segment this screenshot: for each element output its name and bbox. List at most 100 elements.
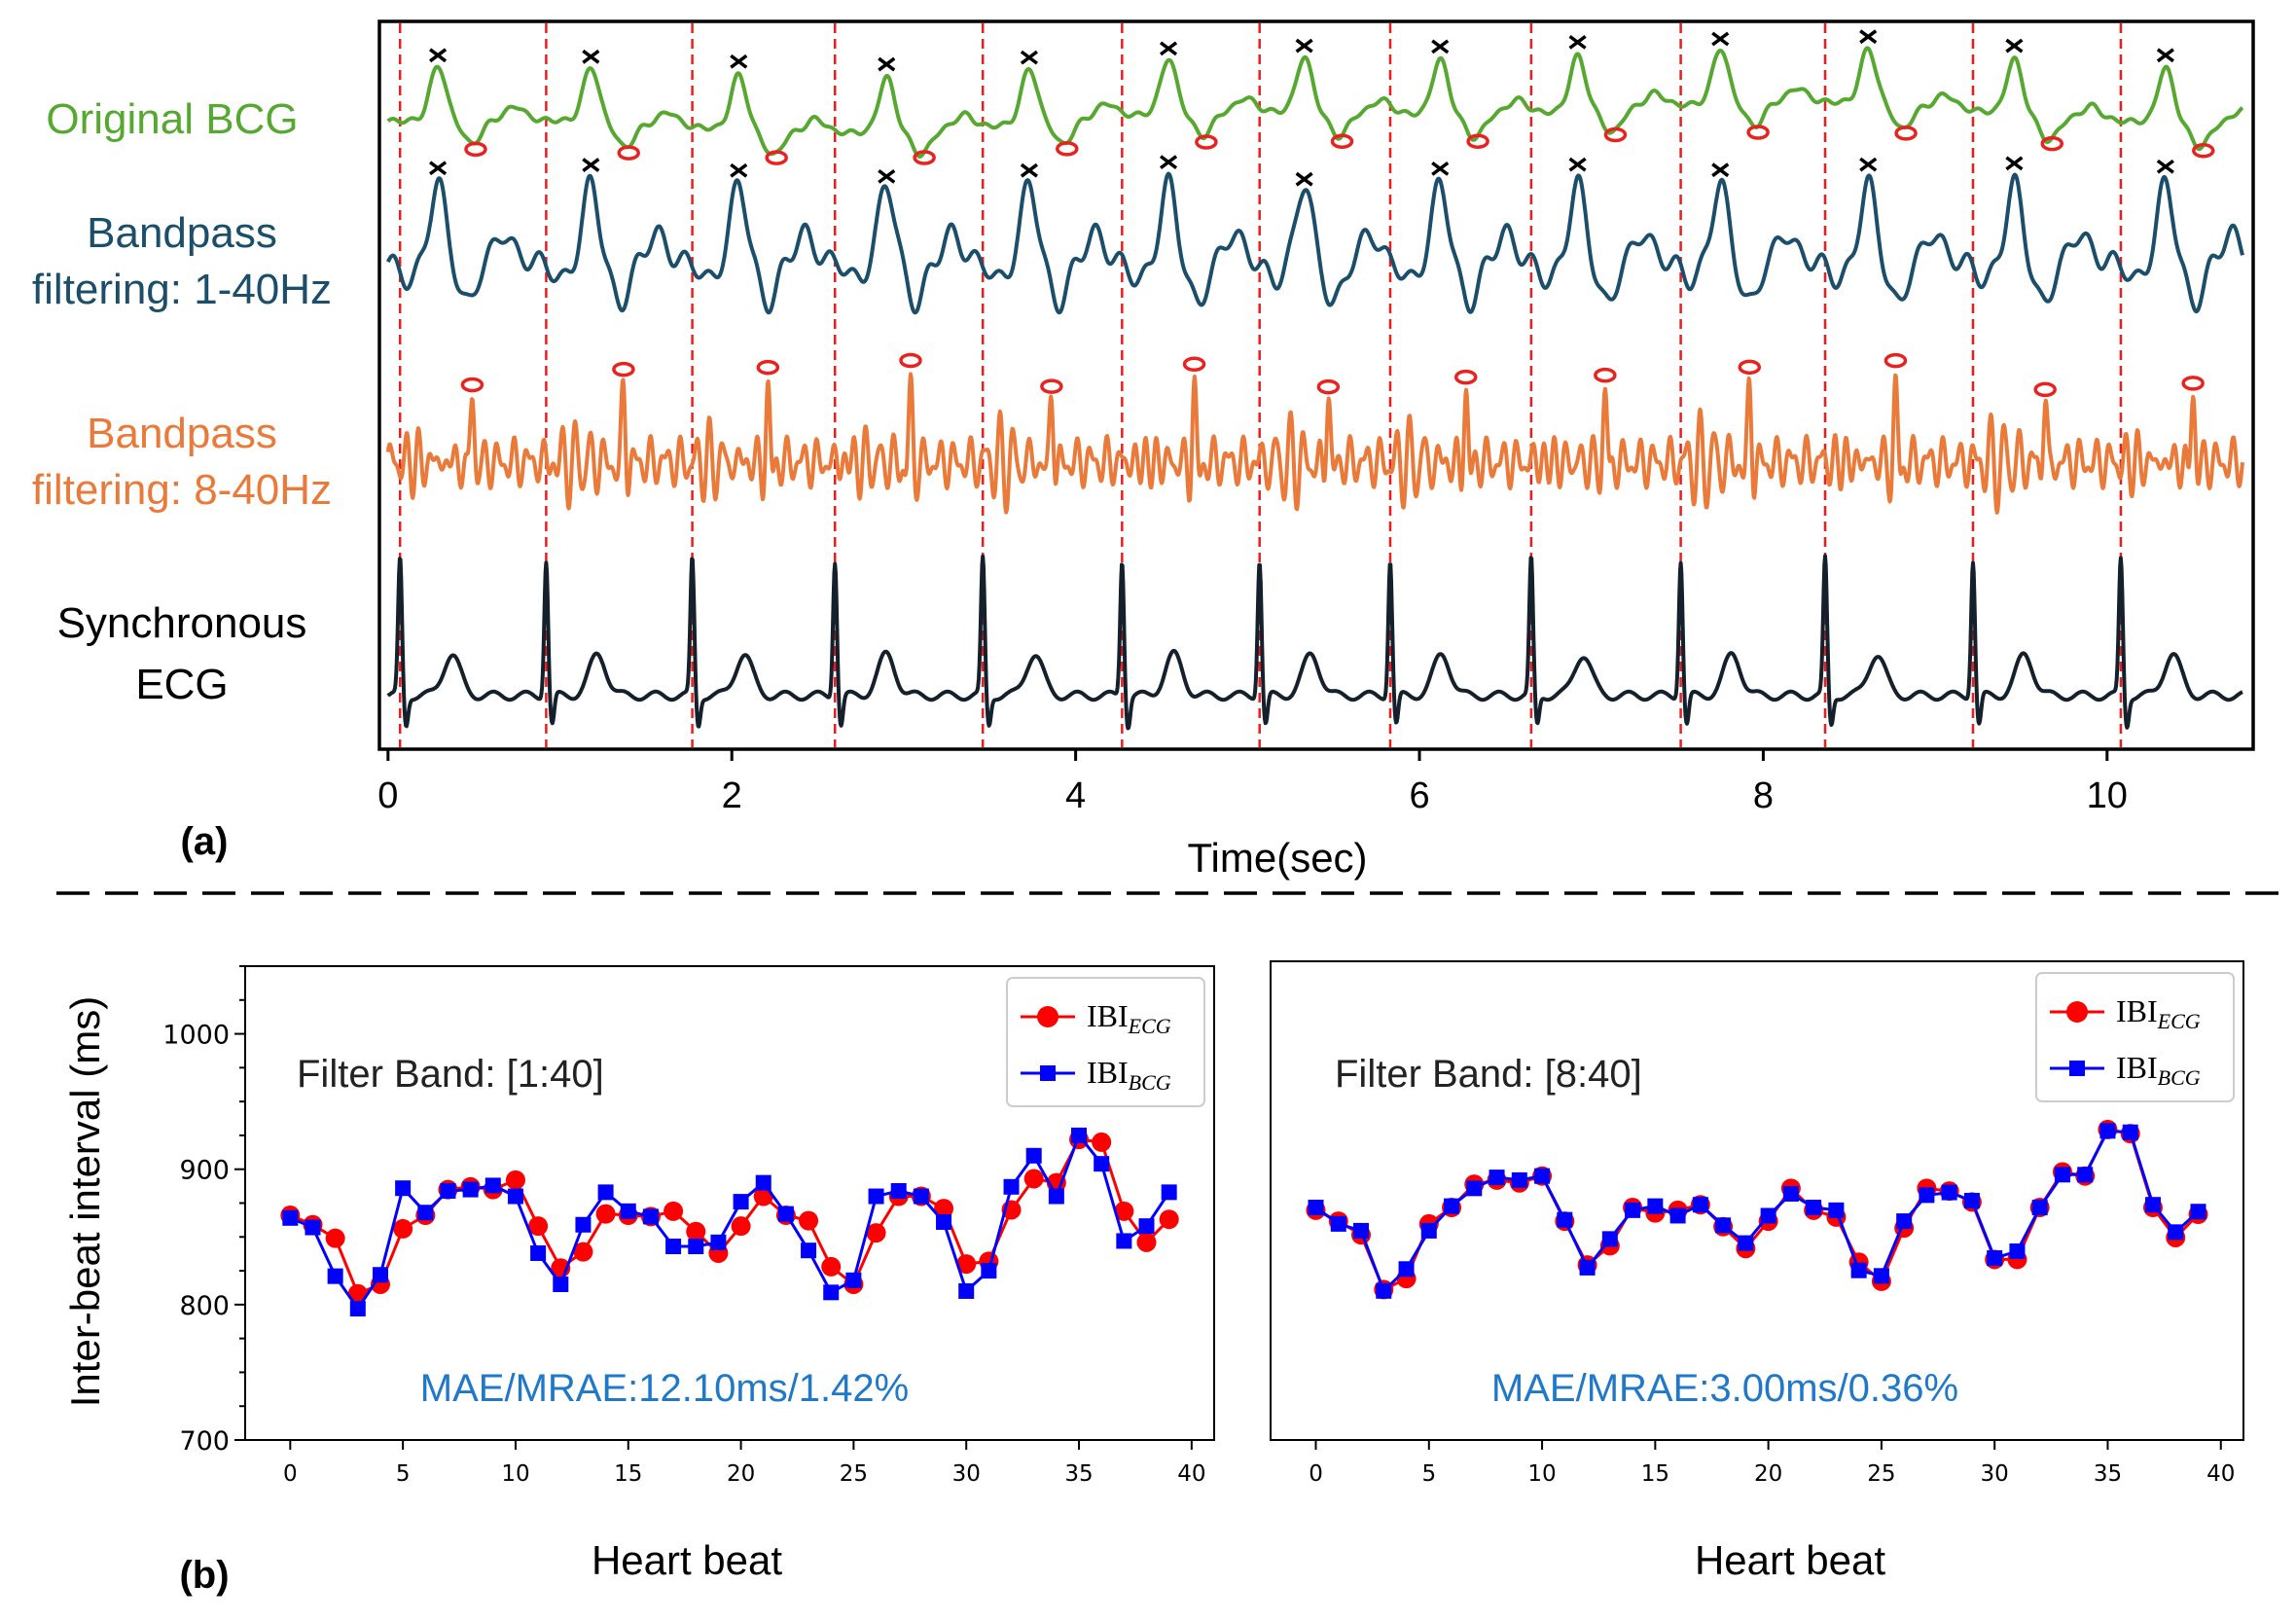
ibi-bcg-point-33 — [2054, 1167, 2070, 1183]
signal-traces — [385, 46, 2244, 731]
ibi-bcg-point-37 — [2144, 1197, 2161, 1213]
x-tick-label-25: 25 — [1867, 1461, 1895, 1487]
bp8-40-peak-circle-3 — [756, 359, 780, 376]
ibi-bcg-point-20 — [1760, 1207, 1776, 1224]
panel-a-letter: (a) — [181, 820, 229, 863]
ibi-bcg-point-31 — [981, 1263, 997, 1279]
ibi-bcg-point-38 — [2168, 1224, 2184, 1241]
bcg-j-peak-cross-9 — [1568, 35, 1587, 50]
y-tick-label-900: 900 — [179, 1156, 230, 1186]
ibi-bcg-point-29 — [936, 1213, 952, 1230]
x-tick-label-20: 20 — [727, 1461, 755, 1487]
x-tick-label-30: 30 — [1981, 1461, 2009, 1487]
bcg-peak-circle-6 — [1195, 134, 1218, 150]
ibi-bcg-point-6 — [1444, 1198, 1460, 1214]
bcg-j-peak-cross-6 — [1159, 41, 1178, 56]
bcg-peak-circle-8 — [1466, 133, 1489, 150]
x-tick-label-10: 10 — [1527, 1461, 1556, 1487]
x-tick-label-35: 35 — [1064, 1461, 1093, 1487]
x-tick-label-35: 35 — [2094, 1461, 2122, 1487]
ibi-bcg-point-20 — [733, 1194, 749, 1210]
ibi-bcg-point-9 — [484, 1177, 501, 1194]
ibi-bcg-point-36 — [1094, 1156, 1110, 1172]
ibi-bcg-point-4 — [372, 1267, 388, 1283]
panel-a: 0 2 4 6 8 10 Original BCG Bandpass filtering: 1… — [32, 19, 2255, 881]
signal-trace-4 — [386, 554, 2244, 731]
ibi-ecg-point-13 — [573, 1242, 593, 1262]
ibi-bcg-point-18 — [1715, 1217, 1732, 1234]
ibi-bcg-point-10 — [507, 1188, 523, 1205]
signal-label-2-line-2: filtering: 1-40Hz — [32, 266, 332, 313]
x-tick-label-5: 5 — [1421, 1461, 1436, 1487]
ibi-bcg-point-19 — [710, 1234, 727, 1250]
bcg-j-peak-cross-13 — [2156, 48, 2174, 63]
signal-label-4-line-1: Synchronous — [57, 599, 307, 647]
bcg-j-peak-cross-4 — [878, 56, 896, 72]
x-tick-label-5: 5 — [396, 1461, 411, 1487]
bcg-peak-circle-2 — [617, 145, 640, 161]
ibi-bcg-point-39 — [2190, 1204, 2206, 1220]
bp1-40-peak-cross-8 — [1431, 161, 1450, 176]
ibi-ecg-point-38 — [1136, 1232, 1157, 1252]
ibi-bcg-point-8 — [462, 1181, 479, 1198]
ibi-ecg-point-3 — [347, 1283, 368, 1304]
x-tick-label-20: 20 — [1754, 1461, 1782, 1487]
ibi-ecg-point-26 — [866, 1223, 886, 1243]
signal-label-3-line-2: filtering: 8-40Hz — [32, 466, 332, 514]
bcg-j-peak-cross-5 — [1020, 50, 1038, 65]
ibi-y-axis-title: Inter-beat interval (ms) — [62, 996, 108, 1407]
ibi-ecg-point-18 — [686, 1221, 706, 1242]
y-tick-label-800: 800 — [179, 1291, 230, 1321]
ibi-bcg-point-11 — [530, 1244, 547, 1261]
bp8-40-peak-circle-9 — [1594, 367, 1617, 383]
ibi-bcg-point-38 — [1138, 1218, 1155, 1235]
ibi-ecg-point-2 — [325, 1228, 345, 1248]
signal-trace-1 — [386, 46, 2244, 159]
bp1-40-peak-cross-10 — [1711, 162, 1730, 178]
ibi-bcg-point-39 — [1161, 1184, 1177, 1201]
ibi-bcg-point-29 — [1963, 1193, 1980, 1208]
bcg-j-peak-cross-2 — [582, 49, 600, 64]
bcg-peak-circle-11 — [1894, 126, 1918, 141]
ibi-bcg-point-35 — [1071, 1127, 1088, 1143]
bp8-40-peak-circle-4 — [899, 352, 922, 369]
signal-label-2-line-1: Bandpass — [87, 209, 277, 257]
ibi-ecg-point-5 — [393, 1218, 413, 1239]
ibi-bcg-point-31 — [2009, 1243, 2026, 1260]
ibi-bcg-point-22 — [777, 1206, 794, 1222]
time-tick-label-10: 10 — [2087, 775, 2128, 816]
ibi-ecg-point-23 — [799, 1210, 819, 1231]
ibi-bcg-point-6 — [417, 1205, 434, 1221]
ibi-ecg-point-39 — [1159, 1209, 1179, 1230]
bp1-40-peak-cross-6 — [1159, 155, 1178, 170]
ibi-bcg-point-10 — [1534, 1168, 1551, 1184]
ibi-bcg-point-3 — [349, 1301, 366, 1317]
bp8-40-peak-circle-2 — [612, 361, 635, 378]
ibi-bcg-point-27 — [890, 1182, 907, 1199]
bp1-40-peak-cross-13 — [2156, 159, 2174, 174]
time-axis-title: Time(sec) — [1187, 835, 1367, 881]
ibi-bcg-point-24 — [1850, 1262, 1867, 1278]
bp1-40-peak-cross-9 — [1568, 157, 1587, 172]
ibi-left-x-axis-title: Heart beat — [592, 1537, 782, 1583]
bcg-peak-circle-7 — [1330, 133, 1354, 150]
ibi-bcg-point-28 — [1941, 1184, 1957, 1201]
legend-marker-ecg — [1037, 1006, 1058, 1027]
ibi-bcg-point-19 — [1738, 1235, 1754, 1251]
ibi-bcg-point-17 — [665, 1239, 682, 1255]
ibi-bcg-point-16 — [642, 1208, 659, 1225]
signal-labels: Original BCG Bandpass filtering: 1-40Hz Ban… — [32, 95, 332, 708]
x-tick-label-0: 0 — [283, 1461, 298, 1487]
x-tick-label-40: 40 — [2206, 1461, 2235, 1487]
ibi-ecg-point-29 — [934, 1199, 954, 1219]
bcg-peak-circle-5 — [1056, 141, 1079, 157]
ibi-bcg-point-5 — [1420, 1222, 1437, 1239]
x-tick-label-15: 15 — [614, 1461, 642, 1487]
ibi-ecg-point-10 — [505, 1170, 525, 1190]
ibi-bcg-point-1 — [1330, 1215, 1346, 1232]
ibi-bcg-point-1 — [305, 1219, 321, 1236]
ibi-bcg-point-28 — [913, 1188, 929, 1205]
bcg-j-peak-cross-8 — [1431, 39, 1450, 54]
ibi-bcg-point-2 — [1353, 1222, 1370, 1239]
ibi-bcg-point-30 — [958, 1282, 975, 1299]
